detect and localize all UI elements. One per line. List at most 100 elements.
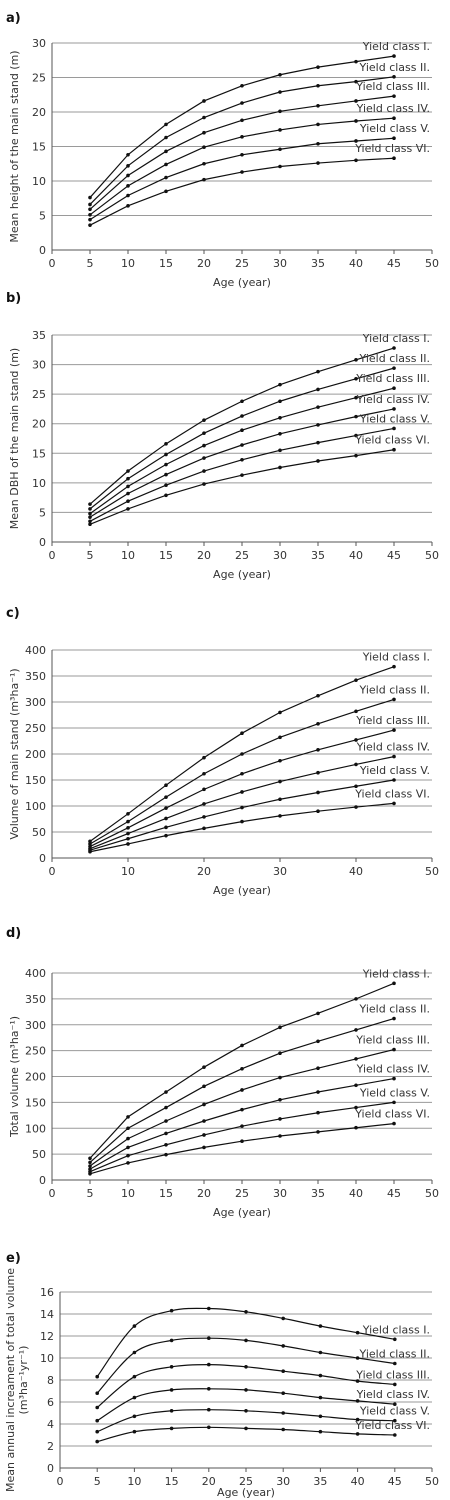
- series-label: Yield class IV.: [356, 102, 430, 115]
- data-point: [240, 1107, 244, 1112]
- data-point: [354, 1105, 358, 1110]
- y-tick-label: 200: [25, 748, 46, 761]
- x-tick-label: 35: [311, 1187, 325, 1200]
- data-point: [354, 709, 358, 714]
- data-point: [316, 1066, 320, 1071]
- x-tick-label: 35: [311, 549, 325, 562]
- data-point: [278, 416, 282, 420]
- data-point: [278, 797, 282, 802]
- data-point: [316, 161, 320, 165]
- data-point: [126, 469, 130, 473]
- series-line: [89, 802, 395, 853]
- data-point: [354, 1083, 358, 1088]
- series-label: Yield class I.: [362, 651, 430, 664]
- x-tick-label: 50: [425, 1475, 439, 1488]
- series-line: [89, 367, 395, 510]
- data-point: [278, 72, 282, 77]
- data-point: [88, 217, 92, 222]
- x-tick-label: 10: [121, 549, 135, 562]
- data-point: [164, 1119, 168, 1123]
- data-point: [126, 491, 130, 496]
- x-axis-title: Age (year): [213, 568, 271, 581]
- series-label: Yield class I.: [362, 1323, 430, 1336]
- data-point: [207, 1306, 211, 1311]
- data-point: [354, 99, 358, 103]
- y-tick-label: 20: [32, 106, 46, 119]
- x-tick-label: 40: [351, 1475, 365, 1488]
- data-point: [316, 369, 320, 374]
- data-point: [126, 1136, 130, 1141]
- data-point: [392, 366, 396, 370]
- series-label: Yield class IV.: [356, 1388, 430, 1401]
- data-point: [240, 83, 244, 88]
- data-point: [164, 1131, 168, 1136]
- y-tick-label: 350: [25, 993, 46, 1006]
- x-tick-label: 20: [197, 865, 211, 878]
- data-point: [316, 1090, 320, 1094]
- series-label: Yield class II.: [359, 352, 430, 365]
- data-point: [392, 1047, 396, 1052]
- data-point: [202, 469, 206, 473]
- data-point: [88, 502, 92, 506]
- series-label: Yield class VI.: [354, 1108, 430, 1121]
- data-point: [95, 1418, 99, 1423]
- data-point: [316, 1110, 320, 1115]
- x-tick-label: 25: [239, 1475, 253, 1488]
- y-tick-label: 350: [25, 670, 46, 683]
- data-point: [88, 849, 92, 854]
- x-tick-label: 15: [165, 1475, 179, 1488]
- data-point: [202, 418, 206, 422]
- data-point: [164, 1090, 168, 1094]
- data-point: [202, 787, 206, 792]
- data-point: [202, 826, 206, 831]
- x-tick-label: 15: [159, 1187, 173, 1200]
- y-tick-label: 250: [25, 1045, 46, 1058]
- data-point: [240, 752, 244, 756]
- data-point: [316, 103, 320, 108]
- series-label: Yield class V.: [359, 1405, 430, 1418]
- y-tick-label: 25: [32, 388, 46, 401]
- data-point: [88, 213, 92, 217]
- data-point: [316, 83, 320, 88]
- series-label: Yield class III.: [355, 80, 430, 93]
- data-point: [244, 1365, 248, 1369]
- x-tick-label: 0: [57, 1475, 64, 1488]
- y-tick-label: 30: [32, 37, 46, 50]
- data-point: [354, 395, 358, 400]
- data-point: [126, 476, 130, 481]
- data-point: [240, 1043, 244, 1048]
- data-point: [278, 399, 282, 404]
- data-point: [202, 1084, 206, 1089]
- data-point: [202, 815, 206, 819]
- y-tick-label: 300: [25, 1019, 46, 1032]
- y-tick-label: 150: [25, 1096, 46, 1109]
- data-point: [164, 149, 168, 154]
- data-point: [278, 1075, 282, 1080]
- data-point: [126, 484, 130, 489]
- data-point: [278, 431, 282, 436]
- data-point: [354, 1028, 358, 1032]
- data-point: [316, 387, 320, 392]
- data-point: [354, 358, 358, 362]
- data-point: [207, 1362, 211, 1367]
- data-point: [240, 805, 244, 810]
- data-point: [88, 515, 92, 519]
- x-tick-label: 10: [121, 865, 135, 878]
- data-point: [202, 161, 206, 166]
- data-point: [318, 1395, 323, 1400]
- data-point: [316, 459, 320, 463]
- data-point: [316, 748, 320, 752]
- x-tick-label: 30: [273, 257, 287, 270]
- data-point: [278, 814, 282, 818]
- data-point: [392, 447, 396, 452]
- y-tick-label: 14: [40, 1308, 54, 1321]
- data-point: [169, 1308, 174, 1313]
- x-tick-label: 45: [388, 1475, 402, 1488]
- x-tick-label: 0: [49, 865, 56, 878]
- data-point: [95, 1374, 99, 1379]
- series-line: [89, 76, 395, 205]
- y-tick-label: 12: [40, 1330, 54, 1343]
- data-point: [318, 1429, 323, 1434]
- series-label: Yield class V.: [359, 412, 430, 425]
- series-label: Yield class II.: [359, 1003, 430, 1016]
